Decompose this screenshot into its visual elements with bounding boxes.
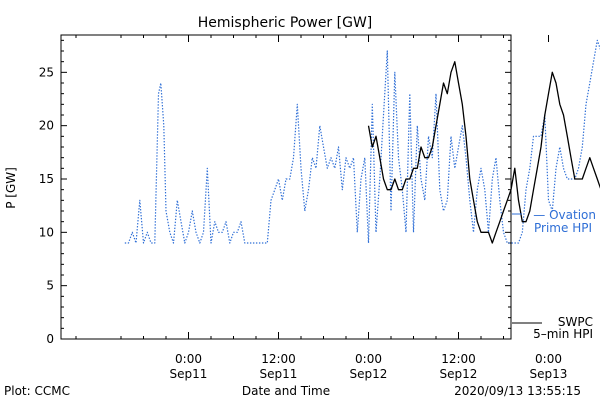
x-tick-label-date: Sep12 (440, 367, 478, 381)
y-tick-label: 10 (39, 225, 54, 239)
x-tick-label-date: Sep12 (350, 367, 388, 381)
y-tick-label: 20 (39, 119, 54, 133)
y-tick-label: 15 (39, 172, 54, 186)
x-tick-label-time: 0:00 (535, 352, 562, 366)
y-axis-label-text: P [GW] (4, 167, 18, 209)
y-tick-label: 25 (39, 65, 54, 79)
legend-label-swpc-line1: SWPC (558, 315, 593, 329)
ovation-prime-hpi-line (124, 39, 600, 244)
x-tick-label-time: 12:00 (261, 352, 296, 366)
legend-label-ovation-line2: Prime HPI (534, 221, 592, 235)
axis-ticks: 05101520250:00Sep1112:00Sep110:00Sep1212… (39, 35, 568, 381)
x-tick-label-time: 12:00 (441, 352, 476, 366)
plot-timestamp: 2020/09/13 13:55:15 (454, 384, 581, 398)
y-axis-label: P [GW] (4, 167, 18, 209)
y-tick-label: 5 (46, 279, 54, 293)
y-tick-label: 0 (46, 332, 54, 346)
x-tick-label-time: 0:00 (355, 352, 382, 366)
plot-frame (60, 34, 512, 340)
plot-credit: Plot: CCMC (4, 384, 70, 398)
chart-title: Hemispheric Power [GW] (198, 15, 373, 31)
chart-series (124, 39, 600, 244)
x-tick-label-time: 0:00 (175, 352, 202, 366)
x-tick-label-date: Sep13 (530, 367, 568, 381)
legend-label-swpc-line2: 5–min HPI (533, 327, 593, 341)
x-tick-label-date: Sep11 (170, 367, 208, 381)
legend-label-ovation-line1: — Ovation (533, 208, 596, 222)
x-tick-label-date: Sep11 (260, 367, 298, 381)
x-axis-label: Date and Time (242, 384, 330, 398)
swpc-hpi-line (367, 61, 600, 244)
